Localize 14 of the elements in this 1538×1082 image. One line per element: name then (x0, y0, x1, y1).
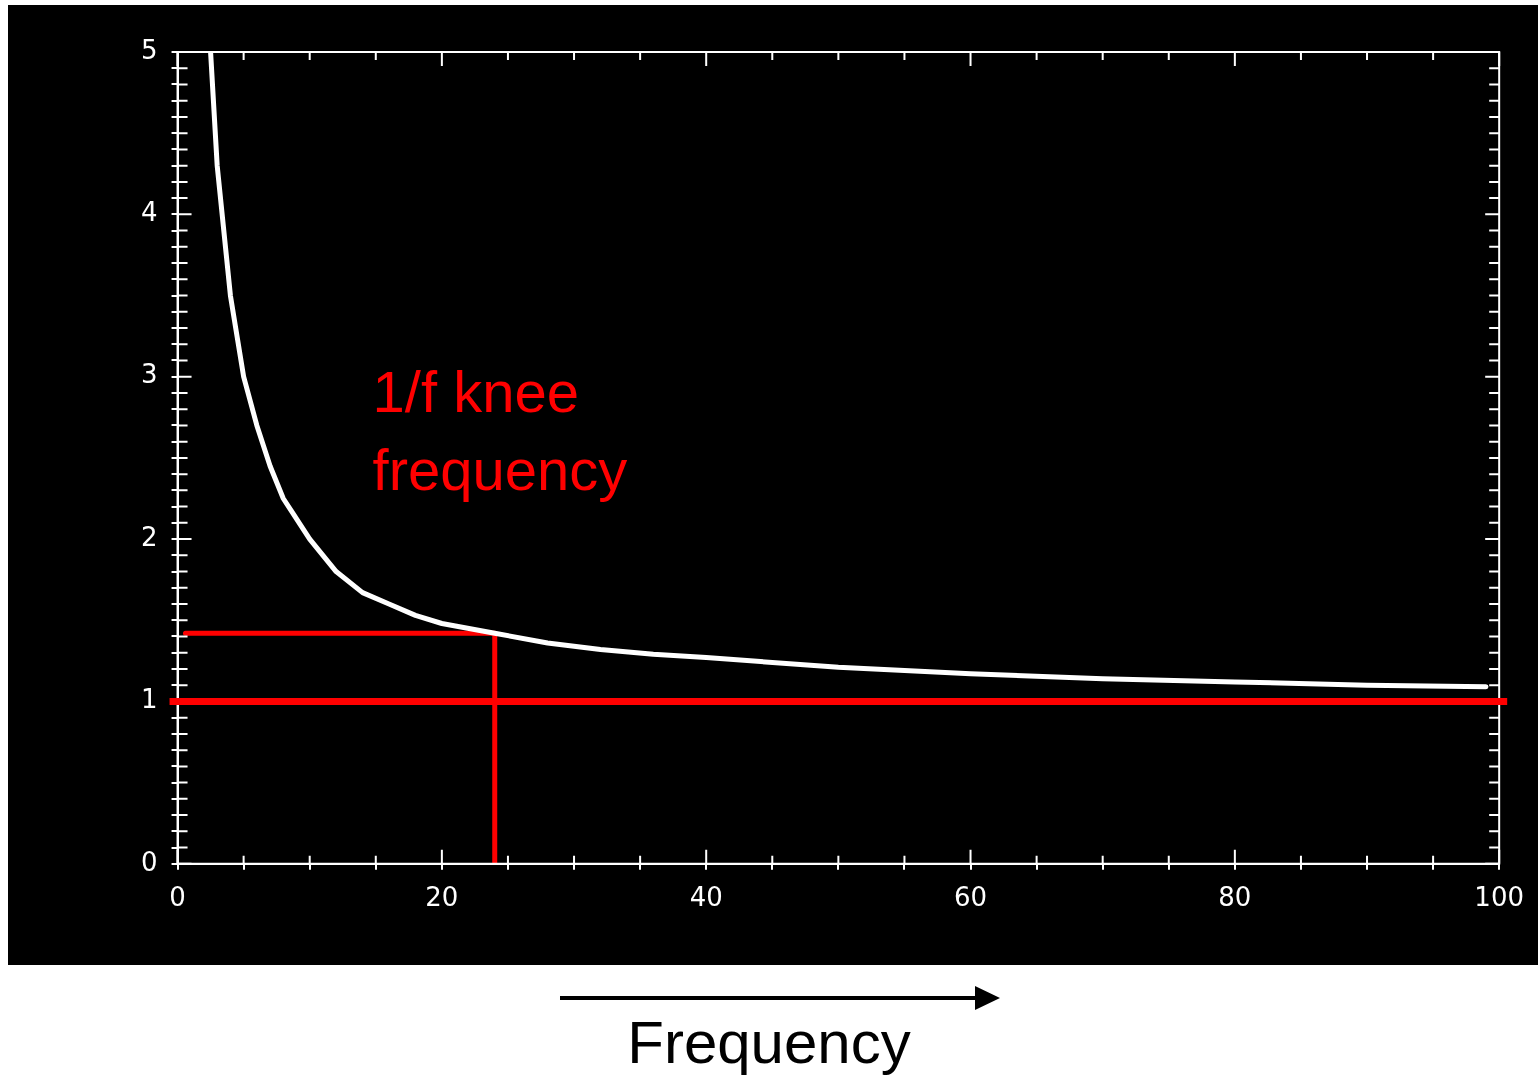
x-tick-label: 0 (169, 882, 186, 913)
x-axis-title: Frequency (626, 1009, 912, 1076)
x-tick-label: 100 (1474, 882, 1525, 913)
y-tick-label: 2 (141, 521, 158, 552)
y-tick-label: 0 (141, 846, 158, 877)
x-tick-label: 20 (425, 882, 459, 913)
y-tick-label: 5 (141, 34, 158, 65)
x-tick-label: 80 (1218, 882, 1252, 913)
x-tick-label: 40 (689, 882, 723, 913)
y-tick-label: 1 (141, 684, 158, 715)
annotation: 1/f knee frequency (372, 359, 628, 502)
x-tick-label: 60 (953, 882, 988, 913)
y-tick-label: 3 (141, 359, 158, 390)
y-tick-label: 4 (141, 197, 158, 228)
